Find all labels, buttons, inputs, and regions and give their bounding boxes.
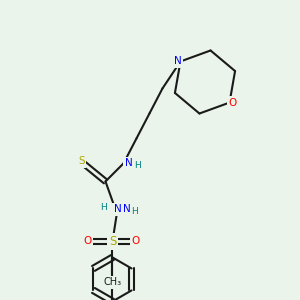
- Text: N: N: [123, 204, 130, 214]
- Text: S: S: [78, 156, 85, 167]
- Text: H: H: [100, 203, 107, 212]
- Text: O: O: [131, 236, 140, 246]
- Text: H: H: [134, 161, 141, 170]
- Text: CH₃: CH₃: [103, 278, 122, 287]
- Text: H: H: [131, 207, 138, 216]
- Text: S: S: [109, 235, 116, 248]
- Text: N: N: [174, 56, 182, 66]
- Text: N: N: [124, 158, 132, 168]
- Text: O: O: [83, 236, 92, 246]
- Text: N: N: [114, 204, 122, 214]
- Text: O: O: [228, 98, 237, 108]
